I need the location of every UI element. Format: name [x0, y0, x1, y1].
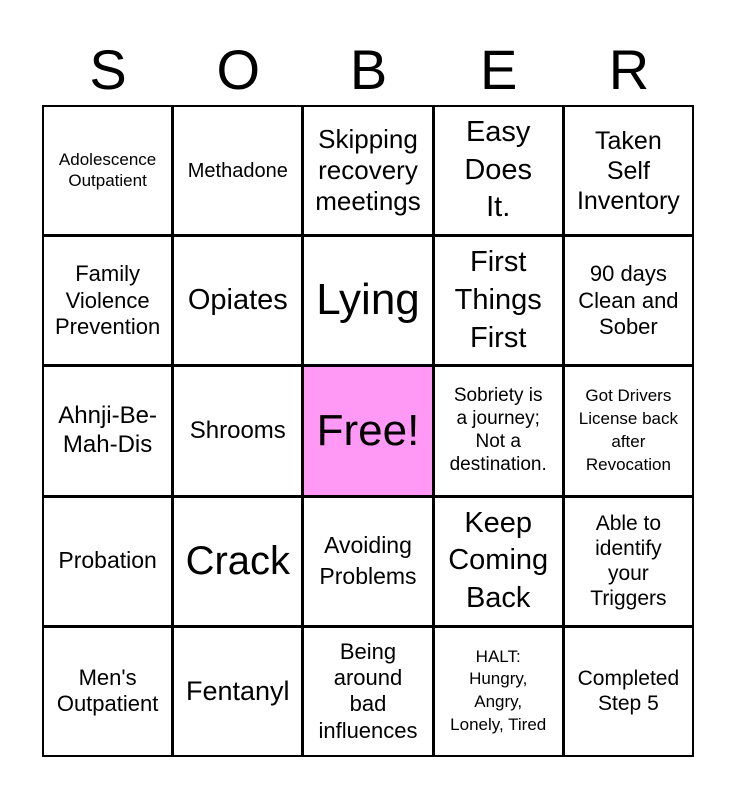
bingo-cell[interactable]: Completed Step 5	[564, 627, 692, 755]
bingo-cell[interactable]: Easy Does It.	[434, 107, 562, 235]
bingo-cell[interactable]: Sobriety is a journey; Not a destination…	[434, 367, 562, 495]
header-letter-b: B	[349, 38, 388, 101]
bingo-cell[interactable]: Crack	[174, 497, 302, 625]
bingo-cell[interactable]: Adolescence Outpatient	[44, 107, 172, 235]
bingo-cell[interactable]: Men's Outpatient	[44, 627, 172, 755]
header-letter-e: E	[480, 38, 518, 101]
bingo-cell[interactable]: Family Violence Prevention	[44, 237, 172, 365]
bingo-header: S O B E R	[43, 38, 694, 102]
bingo-cell[interactable]: Fentanyl	[174, 627, 302, 755]
bingo-cell[interactable]: Taken Self Inventory	[564, 107, 692, 235]
bingo-cell[interactable]: Being around bad influences	[304, 627, 432, 755]
bingo-cell[interactable]: 90 days Clean and Sober	[564, 237, 692, 365]
bingo-cell[interactable]: Ahnji-Be- Mah-Dis	[44, 367, 172, 495]
bingo-cell[interactable]: Able to identify your Triggers	[564, 497, 692, 625]
bingo-cell[interactable]: Lying	[304, 237, 432, 365]
bingo-cell[interactable]: Shrooms	[174, 367, 302, 495]
free-space-cell[interactable]: Free!	[304, 367, 432, 495]
bingo-cell[interactable]: Opiates	[174, 237, 302, 365]
bingo-cell[interactable]: First Things First	[434, 237, 562, 365]
header-letter-s: S	[89, 38, 127, 101]
bingo-cell[interactable]: HALT: Hungry, Angry, Lonely, Tired	[434, 627, 562, 755]
bingo-cell[interactable]: Got Drivers License back after Revocatio…	[564, 367, 692, 495]
header-letter-r: R	[608, 38, 650, 101]
bingo-cell[interactable]: Methadone	[174, 107, 302, 235]
bingo-grid: Adolescence Outpatient Methadone Skippin…	[42, 105, 694, 757]
bingo-cell[interactable]: Skipping recovery meetings	[304, 107, 432, 235]
bingo-cell[interactable]: Probation	[44, 497, 172, 625]
header-letter-o: O	[216, 38, 261, 101]
bingo-cell[interactable]: Keep Coming Back	[434, 497, 562, 625]
bingo-cell[interactable]: Avoiding Problems	[304, 497, 432, 625]
